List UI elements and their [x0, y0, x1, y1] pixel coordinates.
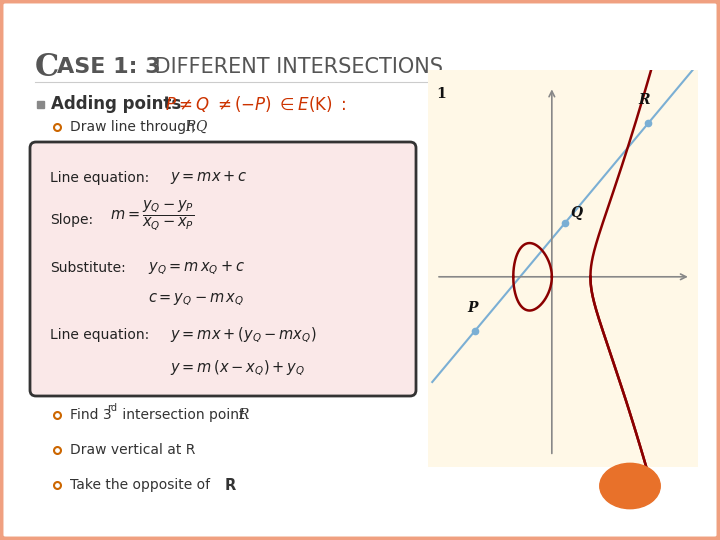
Text: $y = mx + (y_Q - mx_Q)$: $y = mx + (y_Q - mx_Q)$ [170, 325, 317, 345]
Bar [37, 101, 44, 108]
Text: ASE 1: 3: ASE 1: 3 [57, 57, 161, 77]
Text: rd: rd [107, 403, 117, 413]
Text: $y_Q = m\,x_Q + c$: $y_Q = m\,x_Q + c$ [148, 259, 245, 276]
Text: $y = mx + c$: $y = mx + c$ [170, 170, 248, 186]
Text: C: C [35, 52, 59, 83]
Text: R: R [238, 408, 248, 422]
Text: Substitute:: Substitute: [50, 261, 126, 275]
Text: 1: 1 [436, 86, 446, 100]
Text: $m = \dfrac{y_Q - y_P}{x_Q - x_P}$: $m = \dfrac{y_Q - y_P}{x_Q - x_P}$ [110, 198, 194, 232]
FancyBboxPatch shape [30, 142, 416, 396]
Text: $P \neq Q\ \neq (-P)\ \in E(\mathrm{K})\ :$: $P \neq Q\ \neq (-P)\ \in E(\mathrm{K})\… [165, 94, 346, 114]
Text: Slope:: Slope: [50, 213, 93, 227]
Text: DIFFERENT INTERSECTIONS: DIFFERENT INTERSECTIONS [148, 57, 443, 77]
Text: Draw vertical at R: Draw vertical at R [70, 443, 195, 457]
Text: intersection point: intersection point [118, 408, 249, 422]
Text: Find 3: Find 3 [70, 408, 112, 422]
Text: $y = m\,(x - x_Q) + y_Q$: $y = m\,(x - x_Q) + y_Q$ [170, 359, 305, 377]
Text: R: R [225, 477, 236, 492]
Text: Line equation:: Line equation: [50, 171, 149, 185]
Text: Take the opposite of: Take the opposite of [70, 478, 215, 492]
Text: P,Q: P,Q [185, 120, 207, 134]
Text: Q: Q [570, 206, 582, 220]
Text: Draw line through: Draw line through [70, 120, 199, 134]
Text: Adding points: Adding points [51, 95, 187, 113]
Text: Line equation:: Line equation: [50, 328, 149, 342]
Text: $c = y_Q - m\,x_Q$: $c = y_Q - m\,x_Q$ [148, 292, 244, 308]
Text: P: P [467, 301, 478, 315]
Text: R: R [639, 93, 650, 107]
